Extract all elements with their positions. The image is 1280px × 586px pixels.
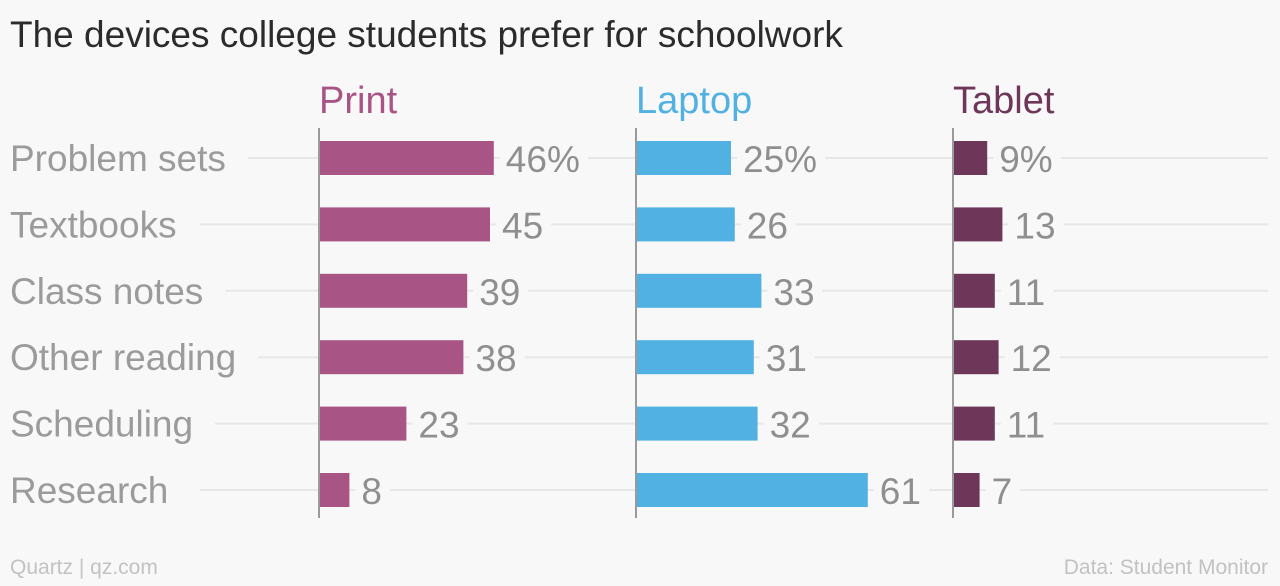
value-label: 26 — [747, 205, 788, 246]
category-label: Other reading — [10, 337, 236, 378]
value-label-bg — [355, 470, 390, 510]
value-label-bg — [1000, 403, 1054, 444]
bar — [636, 207, 735, 242]
value-label: 9% — [999, 139, 1052, 180]
value-label-bg — [412, 403, 468, 444]
value-label-bg — [1004, 337, 1060, 378]
value-label: 31 — [766, 338, 807, 379]
bar — [319, 473, 350, 507]
footer-credit: Quartz | qz.com — [10, 556, 158, 579]
value-label: 7 — [992, 471, 1013, 512]
value-label-bg — [759, 337, 815, 378]
value-label: 39 — [479, 272, 520, 313]
footer-source: Data: Student Monitor — [1063, 556, 1268, 579]
bar — [953, 340, 999, 375]
value-label-bg — [763, 403, 819, 444]
panel-laptop: Laptop 25% 26 33 31 32 61 — [635, 80, 929, 518]
bar — [636, 340, 754, 375]
series-header: Laptop — [636, 80, 752, 122]
bar — [319, 273, 468, 308]
value-label: 61 — [880, 471, 921, 512]
series-header: Print — [319, 80, 398, 122]
value-label: 23 — [418, 405, 459, 446]
value-label-bg — [993, 138, 1061, 178]
category-labels: Problem sets Textbooks Class notes Other re… — [10, 138, 236, 511]
category-label: Problem sets — [10, 138, 226, 179]
bar — [636, 273, 762, 308]
value-label-bg — [473, 270, 529, 311]
value-label: 32 — [770, 405, 811, 446]
value-label: 46% — [506, 139, 580, 180]
value-label-bg — [740, 204, 796, 245]
category-label: Scheduling — [10, 404, 193, 445]
bar — [319, 340, 464, 375]
value-label: 11 — [1007, 272, 1045, 313]
value-label: 33 — [773, 272, 814, 313]
value-label-bg — [1008, 204, 1064, 245]
bar — [953, 406, 995, 441]
category-label: Class notes — [10, 271, 203, 312]
value-label-bg — [496, 204, 552, 245]
panel-tablet: Tablet 9% 13 11 12 11 7 — [952, 80, 1064, 518]
panel-print: Print 46% 45 39 38 23 8 — [318, 80, 588, 518]
bar — [319, 141, 494, 175]
value-label: 8 — [361, 471, 382, 512]
value-label-bg — [873, 470, 929, 510]
category-label: Textbooks — [10, 204, 177, 245]
bar — [953, 207, 1003, 242]
category-label: Research — [10, 470, 168, 511]
bar — [953, 141, 988, 175]
value-label: 12 — [1011, 338, 1052, 379]
bar — [319, 207, 490, 242]
bar — [636, 473, 868, 507]
value-label: 11 — [1007, 405, 1045, 446]
bar — [636, 406, 758, 441]
value-label-bg — [499, 138, 588, 178]
bar — [953, 273, 995, 308]
bar — [953, 473, 980, 507]
chart-title: The devices college students prefer for … — [10, 14, 843, 55]
value-label: 45 — [502, 205, 543, 246]
value-label-bg — [1000, 270, 1054, 311]
value-label-bg — [767, 270, 823, 311]
bar — [319, 406, 407, 441]
value-label: 38 — [475, 338, 516, 379]
value-label-bg — [985, 470, 1021, 510]
value-label-bg — [469, 337, 525, 378]
series-header: Tablet — [953, 80, 1055, 122]
value-label: 25% — [743, 139, 817, 180]
bar — [636, 141, 731, 175]
value-label: 13 — [1014, 205, 1055, 246]
value-label-bg — [737, 138, 826, 178]
panels: Print 46% 45 39 38 23 8 Laptop 25% 26 33 31 32 61 Tabl… — [318, 80, 1064, 518]
